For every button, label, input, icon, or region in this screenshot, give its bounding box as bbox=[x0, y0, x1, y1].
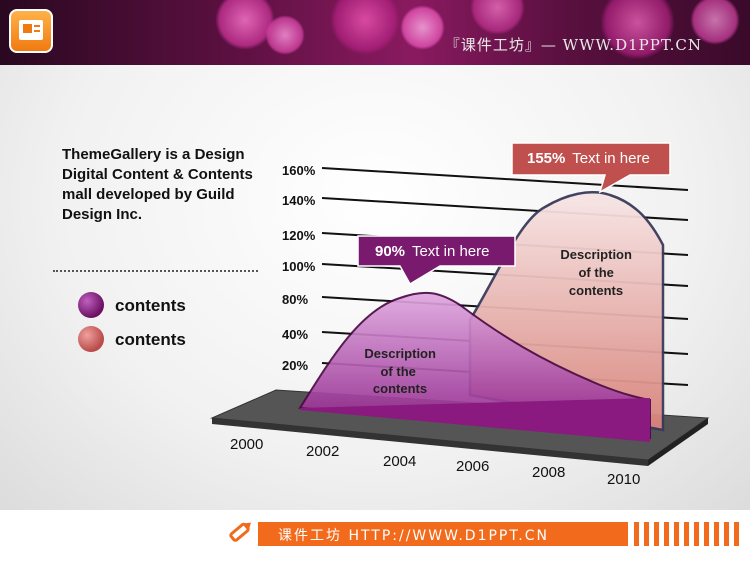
y-tick-label: 140% bbox=[282, 193, 316, 208]
header-banner: 『课件工坊』— WWW.D1PPT.CN bbox=[0, 0, 750, 65]
legend-item-1: contents bbox=[78, 292, 258, 322]
series-2-callout: 155% Text in here bbox=[511, 142, 671, 194]
y-tick-label: 120% bbox=[282, 228, 316, 243]
footer-link[interactable]: 课件工坊 HTTP://WWW.D1PPT.CN bbox=[278, 528, 549, 544]
description-text: ThemeGallery is a Design Digital Content… bbox=[62, 146, 253, 223]
legend-item-2: contents bbox=[78, 326, 258, 356]
svg-text:155% Text in here: 155% Text in here bbox=[527, 150, 650, 167]
legend-swatch-2 bbox=[78, 326, 104, 352]
y-tick-label: 80% bbox=[282, 292, 308, 307]
y-tick-label: 100% bbox=[282, 259, 316, 274]
series-1-front bbox=[300, 398, 650, 442]
y-tick-label: 20% bbox=[282, 358, 308, 373]
legend-label-2: contents bbox=[115, 330, 186, 349]
x-tick-label: 2002 bbox=[306, 443, 339, 460]
y-tick-label: 40% bbox=[282, 327, 308, 342]
x-tick-label: 2010 bbox=[607, 471, 640, 488]
x-tick-labels: 2000 2002 2004 2006 2008 2010 bbox=[230, 436, 640, 488]
series-1-callout: 90% Text in here bbox=[357, 235, 516, 286]
gridline-6 bbox=[321, 167, 689, 191]
x-tick-label: 2000 bbox=[230, 436, 263, 453]
footer-bar bbox=[258, 522, 628, 546]
series-2-annotation: Description of the contents bbox=[560, 247, 635, 298]
dotted-divider bbox=[53, 270, 258, 272]
header-title: 『课件工坊』— WWW.D1PPT.CN bbox=[444, 36, 702, 54]
svg-text:90% Text in here: 90% Text in here bbox=[375, 243, 489, 260]
legend-label-1: contents bbox=[115, 296, 186, 315]
chart-floor-side bbox=[648, 418, 708, 466]
x-tick-label: 2008 bbox=[532, 464, 565, 481]
legend-swatch-1 bbox=[78, 292, 104, 318]
chart-floor-edge bbox=[212, 418, 648, 466]
series-1-annotation: Description of the contents bbox=[364, 346, 439, 396]
x-tick-label: 2004 bbox=[383, 453, 416, 470]
y-tick-labels: 20% 40% 80% 100% 120% 140% 160% bbox=[282, 163, 316, 373]
y-tick-label: 160% bbox=[282, 163, 316, 178]
pencil-icon bbox=[229, 522, 251, 542]
presentation-icon bbox=[9, 9, 53, 53]
footer-stripes bbox=[634, 522, 744, 546]
x-tick-label: 2006 bbox=[456, 458, 489, 475]
